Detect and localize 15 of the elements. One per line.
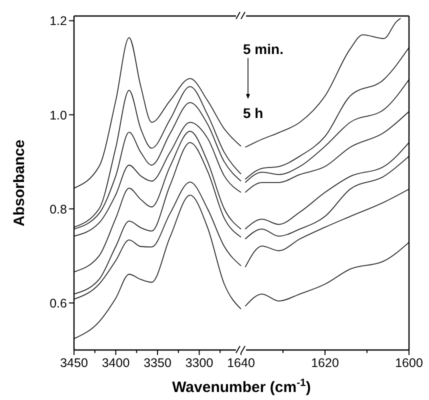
x-tick-label: 3400 xyxy=(102,356,130,370)
y-tick-label: 1.0 xyxy=(50,108,68,122)
y-tick-label: 0.8 xyxy=(50,202,68,216)
y-tick-label: 1.2 xyxy=(50,14,68,28)
x-tick-label: 3350 xyxy=(144,356,172,370)
x-tick-label: 1600 xyxy=(395,356,423,370)
annotation: 5 h xyxy=(243,105,264,121)
annotation: 5 min. xyxy=(243,41,284,57)
y-axis-title: Absorbance xyxy=(11,140,28,226)
x-tick-label: 3300 xyxy=(185,356,214,370)
y-tick-label: 0.6 xyxy=(50,296,68,310)
x-tick-label: 1620 xyxy=(311,356,339,370)
x-axis-title: Wavenumber (cm$^{-1}$) xyxy=(172,377,311,396)
x-tick-label: 1640 xyxy=(227,356,255,370)
x-tick-label: 3450 xyxy=(60,356,88,370)
